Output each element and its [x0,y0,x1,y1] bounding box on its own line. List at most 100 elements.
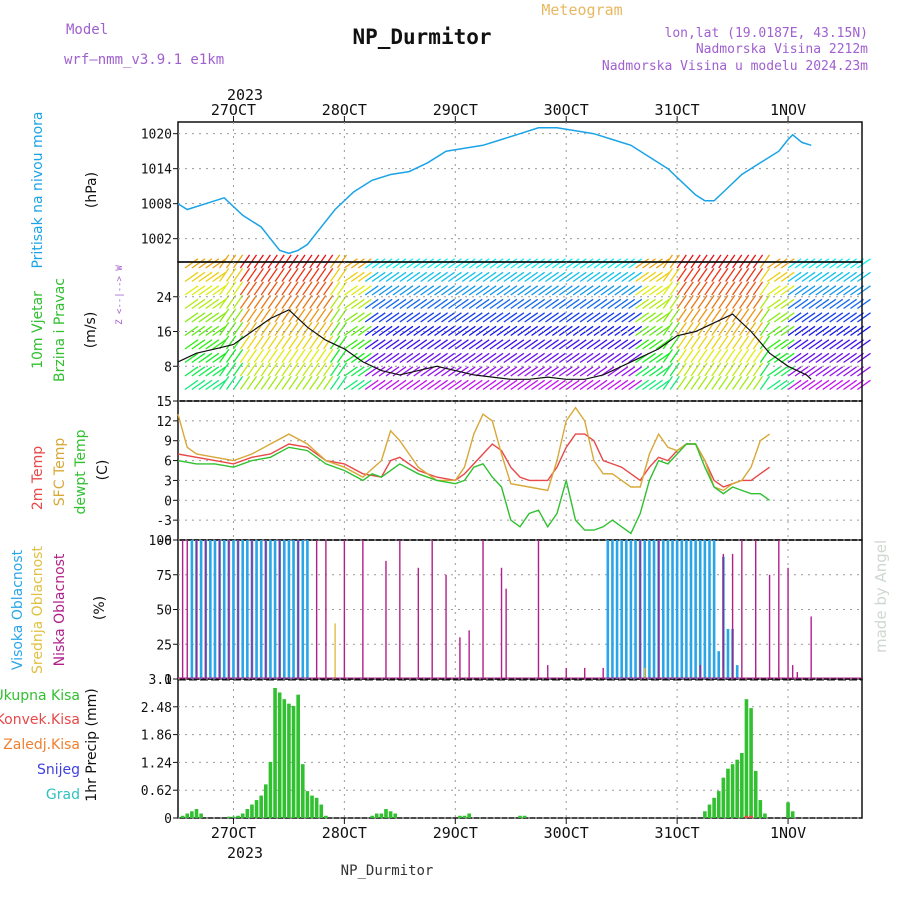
elevation-line: Nadmorska Visina 2212m [696,42,868,57]
wind-barb [704,335,715,350]
wind-barb [752,308,764,323]
y-tick-label: 12 [156,415,172,430]
wind-barb [794,379,809,391]
wind-barb [759,281,771,296]
wind-barb [385,352,400,364]
wind-barb [260,362,271,377]
wind-barb [655,258,670,269]
precip-bar [190,811,194,818]
wind-barb [274,281,285,296]
wind-barb [649,271,663,283]
cloud-bar [768,574,771,679]
cloud-bar [639,540,641,679]
wind-barb [628,271,643,283]
model-label: Model [66,22,108,38]
cloud-bar [199,540,203,679]
cloud-bar [265,540,267,679]
wind-barb [420,366,435,377]
wind-barb [212,298,227,310]
wind-barb [420,258,435,269]
wind-barb [545,352,559,364]
cloud-bar [306,540,309,679]
wind-barb [794,271,809,283]
wind-barb [385,325,400,337]
wind-ylabel-2: Brzina i Pravac [52,278,68,382]
wind-barb [683,308,694,323]
wind-barb [766,379,781,391]
station-title: NP_Durmitor [352,25,491,49]
day-label-top: 28OCT [322,101,367,119]
wind-barb [579,325,594,337]
wind-barb [239,376,251,390]
wind-barb [503,325,518,337]
wind-barb [538,339,552,350]
wind-barb [621,258,636,269]
wind-barb [399,352,414,364]
wind-barb [635,339,650,350]
y-tick-label: 6 [164,455,172,470]
wind-barb [309,281,320,296]
wind-barb [496,271,511,283]
wind-barb [510,285,525,296]
wind-barb [822,366,837,377]
pressure-line [177,127,812,255]
wind-barb [836,271,851,283]
wind-barb [822,352,837,364]
y-tick-label: 3 [164,474,172,489]
wind-barb [503,285,518,296]
wind-barb [655,379,670,391]
wind-barb [239,281,251,296]
precip-bar [282,699,287,818]
wind-barb [697,308,708,323]
cloud-bar [399,540,401,679]
precip-ylabel: 1hr Precip (mm) [84,688,100,801]
wind-barb [565,298,580,310]
wind-barb [565,285,580,296]
cloud-bar [445,574,447,679]
wind-barb [531,379,546,391]
wind-barb [232,362,244,377]
wind-barb [586,258,601,269]
wind-barb [378,271,393,283]
wind-barb [551,379,566,391]
wind-barb [829,271,844,283]
precip-bar [319,804,324,818]
wind-barb [198,298,213,310]
wind-barb [773,339,788,350]
wind-barb [683,335,694,350]
wind-barb [267,308,278,323]
wind-barb [329,349,341,363]
wind-barb [475,312,490,323]
wind-barb [579,352,594,364]
cloud-bar [634,540,637,679]
y-tick-label: 0.62 [141,784,172,799]
wind-barb [302,349,313,363]
wind-barb [350,366,365,377]
wind-barb [246,362,258,377]
wind-barb [406,352,421,364]
wind-barb [718,281,729,296]
wind-barb [829,298,844,310]
wind-barb [184,312,199,323]
wind-barb [420,352,435,364]
wind-barb [350,312,365,323]
wind-barb [517,312,532,323]
wind-barb [600,298,615,310]
precip-bar [370,815,374,818]
wind-barb [836,298,851,310]
wind-barb [801,352,816,364]
precip-bar [227,816,231,818]
wind-barb [683,349,694,363]
wind-barb [745,281,757,296]
cloud-bar [791,665,794,679]
wind-barb [267,362,278,377]
wind-barb [690,349,701,363]
wind-barb [371,298,386,310]
wind-barb [309,335,320,350]
wind-barb [371,366,386,377]
wind-barb [309,322,320,336]
wind-barb [524,325,539,337]
wind-barb [843,298,857,310]
cloud-ylabel-mid: Srednja Oblacnost [30,546,46,674]
temp-unit: (C) [95,460,111,481]
